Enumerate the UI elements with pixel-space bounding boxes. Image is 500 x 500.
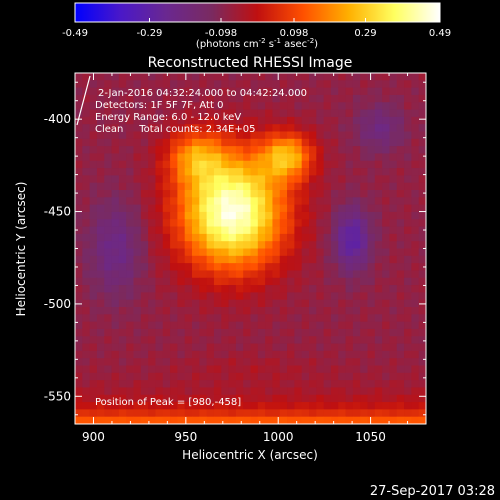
annotation-energy: Energy Range: 6.0 - 12.0 keV — [95, 112, 242, 123]
annotation-detectors: Detectors: 1F 5F 7F, Att 0 — [95, 100, 224, 111]
x-axis-label: Heliocentric X (arcsec) — [182, 448, 318, 462]
y-tick-label: -550 — [44, 389, 71, 403]
colorbar — [74, 2, 441, 23]
colorbar-unit-label: (photons cm-2 s-1 asec-2) — [196, 37, 318, 50]
timestamp: 27-Sep-2017 03:28 — [370, 484, 495, 499]
y-tick-label: -450 — [44, 205, 71, 219]
x-tick-label: 900 — [82, 430, 105, 444]
x-tick-label: 1050 — [355, 430, 386, 444]
y-axis-label: Heliocentric Y (arcsec) — [14, 182, 28, 317]
colorbar-ticks: -0.49 -0.29 -0.098 0.098 0.29 0.49 — [62, 18, 451, 39]
annotation-clean: Clean Total counts: 2.34E+05 — [95, 124, 256, 135]
x-tick-label: 1000 — [263, 430, 294, 444]
axis-ticks: 900 950 1000 1050 -400 -450 -500 -550 — [44, 73, 427, 444]
x-tick-label: 950 — [174, 430, 197, 444]
heatmap-image — [75, 73, 426, 424]
colorbar-tick-label: 0.29 — [354, 28, 376, 39]
y-tick-label: -400 — [44, 112, 71, 126]
solar-limb-line — [76, 75, 91, 126]
annotation-time: 2-Jan-2016 04:32:24.000 to 04:42:24.000 — [98, 88, 307, 99]
colorbar-tick-label: -0.098 — [205, 28, 237, 39]
colorbar-tick-label: 0.49 — [429, 28, 451, 39]
colorbar-tick-label: -0.49 — [62, 28, 88, 39]
colorbar-tick-label: -0.29 — [137, 28, 163, 39]
annotation-peak-position: Position of Peak = [980,-458] — [95, 397, 242, 408]
colorbar-tick-label: 0.098 — [280, 28, 309, 39]
chart-title: Reconstructed RHESSI Image — [148, 55, 353, 71]
y-tick-label: -500 — [44, 297, 71, 311]
